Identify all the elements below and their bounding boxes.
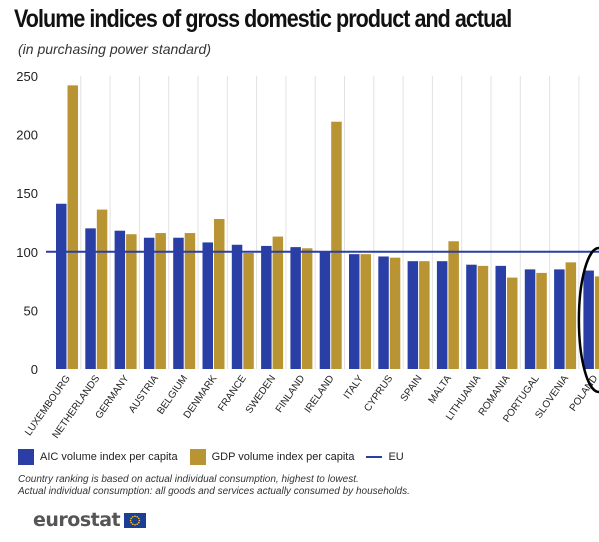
x-tick-label: POLAND: [568, 373, 599, 413]
y-tick-label: 200: [16, 128, 38, 143]
bar-gdp: [594, 276, 599, 369]
bar-aic: [143, 237, 155, 369]
bar-aic: [114, 230, 126, 369]
bars: [56, 85, 599, 369]
bar-aic: [290, 247, 301, 369]
eurostat-logo: eurostat: [33, 509, 147, 531]
bar-aic: [85, 228, 96, 369]
legend-label-eu: EU: [388, 451, 404, 463]
legend: AIC volume index per capita GDP volume i…: [18, 447, 416, 467]
legend-item-aic: AIC volume index per capita: [18, 449, 178, 465]
y-tick-label: 0: [31, 362, 38, 377]
bar-aic: [173, 237, 184, 369]
legend-label-aic: AIC volume index per capita: [40, 451, 178, 463]
legend-swatch-aic: [18, 449, 34, 465]
bar-aic: [319, 251, 331, 369]
bar-aic: [524, 269, 536, 369]
eu-flag-icon: [124, 512, 147, 528]
y-tick-label: 250: [16, 69, 38, 84]
chart-notes: Country ranking is based on actual indiv…: [18, 474, 410, 498]
bar-aic: [466, 264, 477, 369]
bar-gdp: [126, 234, 137, 369]
x-tick-label: FRANCE: [216, 373, 249, 413]
grid-lines: [80, 76, 580, 369]
bar-gdp: [448, 241, 459, 369]
note-ranking: Country ranking is based on actual indiv…: [18, 474, 359, 485]
bar-gdp: [272, 236, 284, 369]
legend-item-gdp: GDP volume index per capita: [189, 449, 355, 465]
bar-gdp: [243, 252, 254, 369]
bar-gdp: [389, 257, 401, 369]
note-definition: Actual individual consumption: all goods…: [18, 486, 410, 497]
bar-gdp: [536, 272, 547, 369]
x-tick-label: CYPRUS: [362, 373, 395, 414]
bar-gdp: [565, 262, 577, 369]
bar-gdp: [184, 233, 196, 369]
legend-swatch-eu: [366, 456, 383, 458]
y-tick-label: 100: [16, 245, 38, 260]
bar-gdp: [331, 121, 342, 369]
bar-aic: [261, 245, 272, 369]
x-tick-label: IRELAND: [303, 373, 337, 415]
y-axis-ticks: 0 50 100 150 200 250: [16, 69, 38, 377]
x-tick-label: ITALY: [342, 373, 366, 401]
bar-aic: [378, 256, 389, 369]
bar-aic: [231, 244, 243, 369]
bar-gdp: [96, 209, 108, 369]
bar-aic: [349, 254, 360, 369]
y-tick-label: 150: [16, 186, 38, 201]
bar-aic: [554, 269, 565, 369]
bar-gdp: [301, 248, 313, 369]
bar-gdp: [155, 233, 166, 369]
bar-gdp: [214, 218, 225, 369]
bar-aic: [56, 203, 67, 369]
bar-gdp: [360, 254, 371, 369]
bar-gdp: [67, 85, 78, 369]
bar-aic: [202, 242, 213, 369]
eurostat-wordmark: eurostat: [33, 509, 121, 531]
x-tick-label: SWEDEN: [244, 373, 278, 415]
bar-aic: [495, 265, 506, 369]
bar-aic: [583, 270, 594, 369]
bar-gdp: [419, 261, 430, 369]
x-axis-labels: LUXEMBOURGNETHERLANDSGERMANYAUSTRIABELGI…: [23, 373, 599, 441]
bar-gdp: [477, 265, 489, 369]
chart-title: Volume indices of gross domestic product…: [14, 5, 517, 33]
legend-item-eu: EU: [366, 451, 404, 463]
x-tick-label: SPAIN: [399, 373, 425, 403]
x-tick-label: MALTA: [427, 373, 454, 406]
bar-aic: [407, 261, 419, 369]
bar-gdp: [507, 277, 518, 369]
legend-label-gdp: GDP volume index per capita: [211, 451, 355, 463]
y-tick-label: 50: [24, 303, 38, 318]
chart-subtitle: (in purchasing power standard): [18, 41, 211, 57]
legend-swatch-gdp: [189, 449, 206, 465]
bar-aic: [436, 261, 448, 369]
bar-chart: 0 50 100 150 200 250 LUXEMBOURGNETHERLANDSGER…: [16, 69, 599, 441]
